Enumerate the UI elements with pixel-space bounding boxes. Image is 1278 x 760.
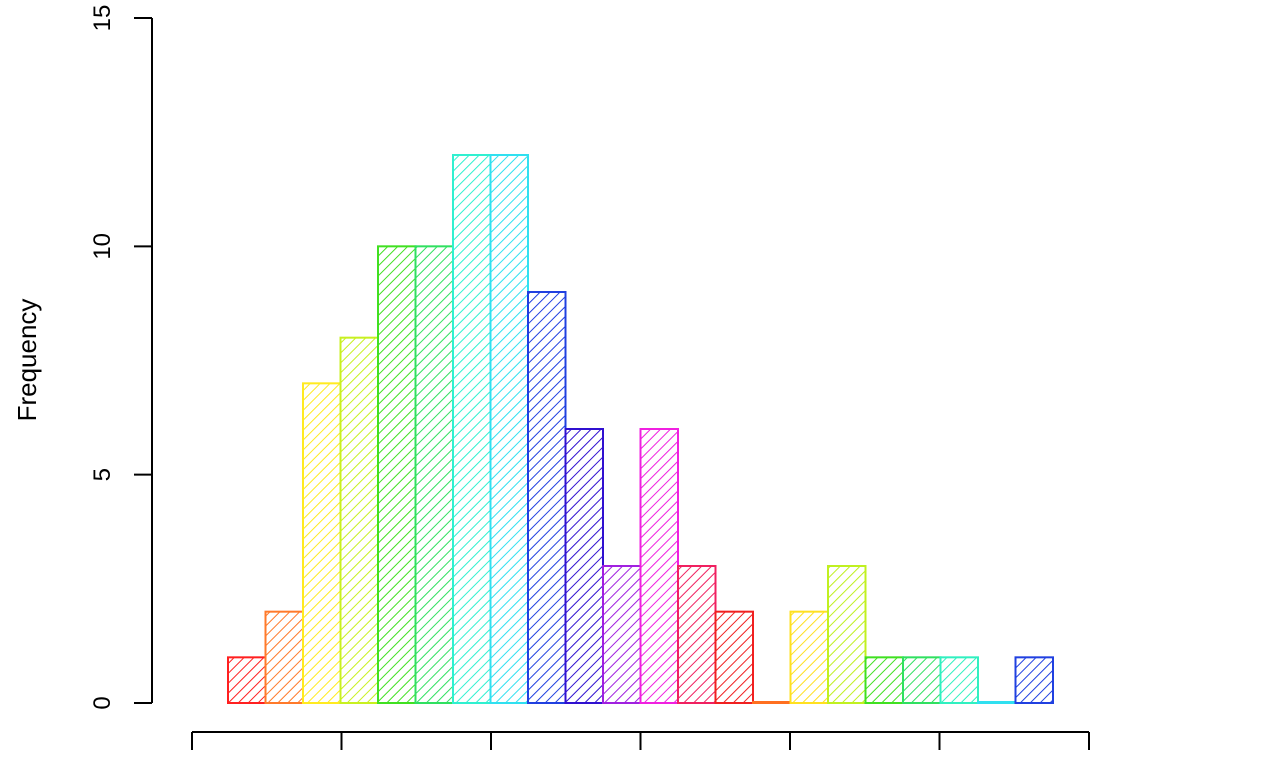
- histogram-bar: [864, 656, 904, 704]
- histogram-bar: [639, 428, 679, 704]
- y-axis-title: Frequency: [12, 299, 42, 422]
- histogram-bar: [452, 154, 492, 704]
- histogram-bar: [414, 245, 454, 704]
- histogram-bar: [677, 565, 717, 704]
- histogram-bar: [977, 701, 1017, 704]
- bars-group: [227, 154, 1054, 705]
- histogram-bar: [264, 610, 304, 705]
- histogram-bar: [527, 291, 567, 704]
- x-axis: [191, 731, 1090, 750]
- y-axis: 0 5 10 15: [89, 5, 153, 710]
- histogram-bar: [602, 565, 642, 704]
- histogram-bar: [789, 610, 829, 705]
- y-tick-label: 15: [89, 5, 116, 32]
- histogram-bar: [377, 245, 417, 704]
- histogram-bar: [752, 701, 792, 704]
- histogram-bar: [714, 610, 754, 705]
- histogram-bar: [302, 382, 342, 704]
- histogram-bar: [489, 154, 529, 704]
- histogram-bar: [902, 656, 942, 704]
- y-tick-label: 5: [89, 468, 116, 481]
- histogram-bar: [227, 656, 267, 704]
- histogram-bar: [339, 336, 379, 704]
- histogram-bar: [939, 656, 979, 704]
- histogram-bar: [827, 565, 867, 704]
- histogram-bar: [1014, 656, 1054, 704]
- y-tick-label: 10: [89, 233, 116, 260]
- histogram-bar: [564, 428, 604, 704]
- y-tick-label: 0: [89, 696, 116, 709]
